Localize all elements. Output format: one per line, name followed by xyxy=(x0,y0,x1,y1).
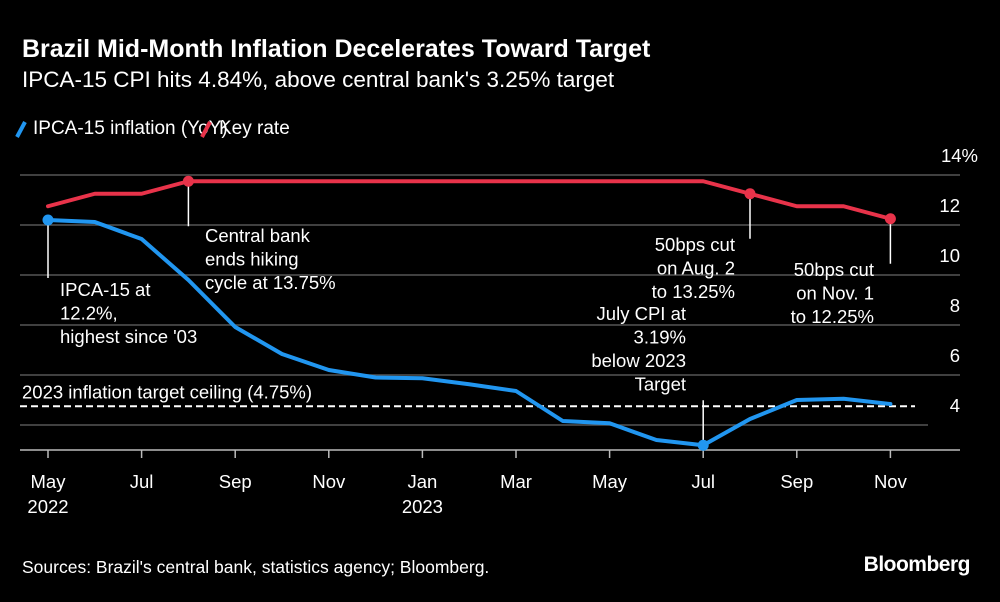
key-rate-line xyxy=(46,179,893,221)
legend-label-key-rate: Key rate xyxy=(219,118,290,139)
x-tick-label: Jul xyxy=(691,471,715,492)
y-tick-label: 14% xyxy=(941,145,978,166)
highlight-dot xyxy=(182,175,194,187)
annotation-text: Central bank xyxy=(205,225,311,246)
annotation-text: IPCA-15 at xyxy=(60,279,151,300)
x-tick-label: Nov xyxy=(874,471,908,492)
annotation-text: ends hiking xyxy=(205,249,299,270)
x-tick-label: May xyxy=(592,471,628,492)
series xyxy=(42,175,896,451)
chart-subtitle: IPCA-15 CPI hits 4.84%, above central ba… xyxy=(22,67,615,92)
legend-swatch-ipca xyxy=(15,121,27,138)
reference-line: 2023 inflation target ceiling (4.75%) xyxy=(20,381,915,408)
inflation-target-ceiling-label: 2023 inflation target ceiling (4.75%) xyxy=(22,381,312,402)
annotation-text: cycle at 13.75% xyxy=(205,272,336,293)
x-tick-year: 2022 xyxy=(27,496,68,517)
y-axis: 14% 12 10 8 6 4 xyxy=(939,145,978,416)
x-tick-label: Jul xyxy=(130,471,154,492)
annotation-text: 50bps cut xyxy=(794,259,874,280)
x-tick-label: Sep xyxy=(219,471,252,492)
y-tick-label: 6 xyxy=(950,345,960,366)
x-axis: May 2022 Jul Sep Nov Jan 2023 Mar May Jul Sep Nov xyxy=(27,450,908,517)
annotation-leaders xyxy=(47,181,892,446)
y-tick-label: 12 xyxy=(939,195,960,216)
x-tick-label: Nov xyxy=(312,471,346,492)
highlight-dot xyxy=(884,213,896,225)
highlight-dot xyxy=(42,214,54,226)
x-tick-year: 2023 xyxy=(402,496,443,517)
annotation-text: 12.2%, xyxy=(60,303,118,324)
annotation-text: 3.19% xyxy=(634,327,686,348)
annotation-text: 50bps cut xyxy=(655,234,735,255)
y-tick-label: 4 xyxy=(950,395,960,416)
highlight-dot xyxy=(744,188,756,200)
annotation-text: to 13.25% xyxy=(652,281,735,302)
annotation-text: July CPI at xyxy=(597,303,686,324)
ipca-line xyxy=(46,218,893,448)
annotation-text: on Aug. 2 xyxy=(657,258,735,279)
highlight-dot xyxy=(697,439,709,451)
bloomberg-logo: Bloomberg xyxy=(864,553,970,576)
legend-label-ipca: IPCA-15 inflation (YoY) xyxy=(33,118,228,139)
annotations: IPCA-15 at 12.2%,highest since '03 Central… xyxy=(60,225,874,395)
x-tick-label: Sep xyxy=(780,471,813,492)
y-tick-label: 10 xyxy=(939,245,960,266)
x-tick-label: Jan xyxy=(407,471,437,492)
legend-swatch-key-rate xyxy=(200,121,212,138)
chart-title: Brazil Mid-Month Inflation Decelerates T… xyxy=(22,35,651,63)
annotation-text: to 12.25% xyxy=(791,306,874,327)
source-note: Sources: Brazil's central bank, statisti… xyxy=(22,557,489,577)
annotation-text: below 2023 xyxy=(591,350,686,371)
gridlines xyxy=(20,174,960,451)
annotation-text: Target xyxy=(635,374,686,395)
x-tick-label: Mar xyxy=(500,471,532,492)
x-tick-label: May xyxy=(31,471,67,492)
legend: IPCA-15 inflation (YoY) Key rate xyxy=(15,118,290,139)
y-tick-label: 8 xyxy=(950,295,960,316)
annotation-text: on Nov. 1 xyxy=(796,283,874,304)
annotation-text: highest since '03 xyxy=(60,326,197,347)
